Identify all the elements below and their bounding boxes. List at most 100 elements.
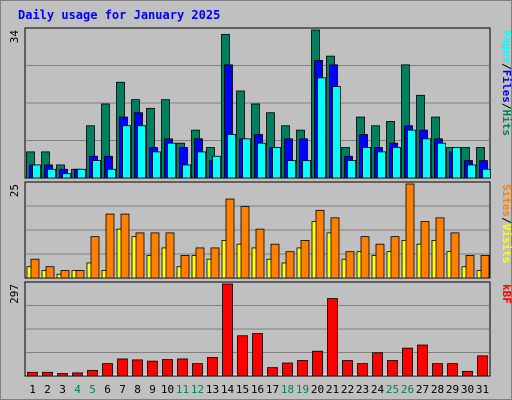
x-tick-label: 23 [356,383,369,396]
x-tick-label: 22 [341,383,354,396]
sites-bar [465,255,475,279]
legend-item: Pages [500,30,512,63]
sites-bar [90,236,100,279]
y-max-label-kbytes: 297 [8,284,21,304]
x-tick-label: 8 [134,383,141,396]
kbytes-bar [312,350,323,377]
pages-bar [182,164,191,179]
pages-bar [32,164,41,179]
legend-item: kB [500,284,512,298]
kbytes-bar [147,360,158,377]
sites-bar [270,243,280,279]
pages-bar [407,129,416,179]
sites-bar [225,198,235,279]
x-tick-label: 27 [416,383,429,396]
sites-bar [210,247,220,279]
pages-bar [227,134,236,179]
x-tick-label: 10 [161,383,174,396]
sites-bar [390,236,400,279]
pages-bar [92,160,101,179]
sites-bar [195,247,205,279]
pages-bar [272,147,281,179]
kbytes-bar [402,347,413,377]
kbytes-bar [177,358,188,377]
sites-bar [105,213,115,279]
kbytes-bar [27,371,38,377]
pages-bar [467,164,476,179]
legend-item: / [500,63,512,70]
sites-bar [450,232,460,279]
legend-item: F [500,297,512,304]
x-tick-label: 16 [251,383,264,396]
pages-bar [332,86,341,179]
sites-bar [435,217,445,279]
x-tick-label: 5 [89,383,96,396]
kbytes-bar [297,360,308,377]
sites-bar [375,243,385,279]
x-tick-label: 12 [191,383,204,396]
pages-bar [482,168,491,179]
kbytes-bar [327,298,338,377]
legend-sites: Sites/Visits [500,184,512,264]
x-tick-label: 7 [119,383,126,396]
pages-bar [362,147,371,179]
legend-kbytes: kBF [500,284,512,304]
kbytes-bar [132,359,143,377]
legend-item: Visits [500,224,512,264]
x-tick-label: 31 [476,383,489,396]
sites-bar [240,206,250,279]
y-max-label-hits: 34 [8,30,21,44]
pages-bar [377,151,386,179]
legend-item: Sites [500,184,512,217]
pages-bar [287,160,296,179]
sites-bar [135,232,145,279]
x-tick-label: 14 [221,383,235,396]
x-tick-label: 17 [266,383,279,396]
sites-bar [255,228,265,279]
kbytes-bar [342,360,353,377]
kbytes-bar [417,344,428,377]
sites-bar [420,221,430,279]
kbytes-bar [102,363,113,377]
x-tick-label: 2 [44,383,51,396]
kbytes-bar [42,371,53,377]
x-tick-label: 29 [446,383,459,396]
x-tick-label: 9 [149,383,156,396]
y-max-label-sites: 25 [8,184,21,197]
sites-bar [360,236,370,279]
pages-bar [77,168,86,179]
kbytes-bar [252,333,263,377]
sites-bar [180,255,190,279]
sites-bar [300,239,310,279]
legend-hits: Pages/Files/Hits [500,30,512,136]
x-tick-label: 18 [281,383,294,396]
pages-bar [167,142,176,179]
pages-bar [62,173,71,179]
sites-bar [60,270,70,279]
kbytes-bar [207,357,218,377]
x-tick-label: 13 [206,383,219,396]
chart-title: Daily usage for January 2025 [18,8,221,22]
x-tick-label: 24 [371,383,385,396]
kbytes-bar [282,362,293,377]
kbytes-bar [117,358,128,377]
kbytes-bar [162,359,173,377]
x-tick-label: 26 [401,383,414,396]
x-tick-label: 28 [431,383,444,396]
kbytes-bar [477,355,488,377]
pages-bar [257,142,266,179]
x-tick-label: 20 [311,383,324,396]
kbytes-bar [237,335,248,377]
sites-bar [405,183,415,279]
x-tick-label: 21 [326,383,339,396]
kbytes-bar [267,367,278,377]
sites-bar [30,258,40,279]
x-tick-label: 15 [236,383,249,396]
legend-item: / [500,217,512,224]
sites-bar [480,255,490,279]
pages-bar [47,168,56,179]
sites-bar [345,251,355,279]
pages-bar [107,168,116,179]
pages-bar [302,160,311,179]
